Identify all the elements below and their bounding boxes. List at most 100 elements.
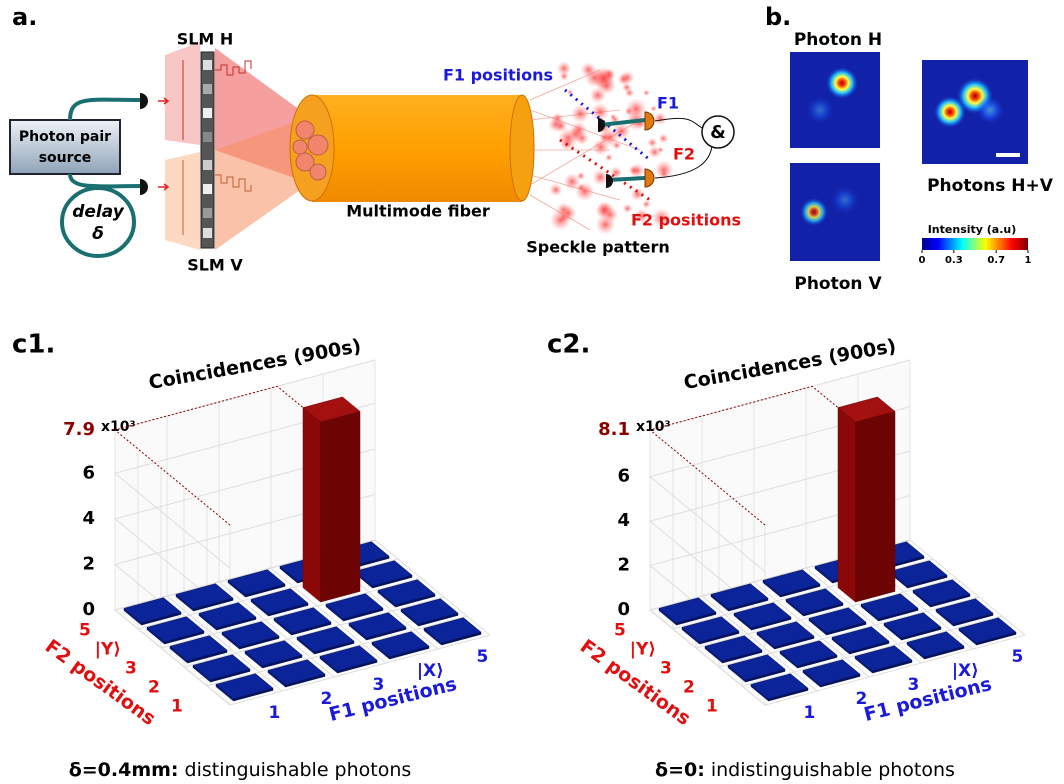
bar-top bbox=[889, 560, 948, 587]
speckle-grain bbox=[563, 173, 581, 191]
floor-grid bbox=[764, 634, 1026, 706]
detector-f1 bbox=[644, 111, 655, 131]
source-label: source bbox=[39, 150, 92, 166]
speckle-grain bbox=[559, 205, 577, 222]
z-max-label: 8.1 bbox=[598, 419, 630, 440]
y-tick-label: 1 bbox=[706, 697, 718, 717]
speckle-grain bbox=[595, 214, 616, 235]
bar-top bbox=[354, 560, 413, 587]
y-tick-label: 3 bbox=[125, 659, 137, 679]
colorbar-tick-label: 0.7 bbox=[987, 255, 1005, 266]
bar-top bbox=[733, 602, 792, 629]
z-max-label: 7.9 bbox=[63, 419, 95, 440]
bar-top bbox=[175, 583, 234, 610]
bar-top bbox=[785, 588, 844, 615]
detector bbox=[606, 174, 613, 188]
floor-grid bbox=[753, 581, 870, 678]
speckle-grain bbox=[571, 104, 590, 124]
colorbar-title: Intensity (a.u) bbox=[928, 223, 1017, 236]
f2-positions-label: F2 positions bbox=[631, 211, 741, 230]
grid-line bbox=[113, 402, 376, 569]
bar-top bbox=[302, 396, 361, 423]
floor-grid bbox=[718, 596, 980, 668]
speckle-grain bbox=[589, 87, 607, 104]
bar-top bbox=[348, 612, 407, 639]
bar-top bbox=[423, 617, 482, 644]
bar-top bbox=[958, 617, 1017, 644]
x-tick-label: 3 bbox=[372, 675, 384, 695]
y-tick-label: 5 bbox=[614, 621, 626, 641]
x-tick-label: 1 bbox=[268, 703, 280, 723]
x-tick-label: 5 bbox=[476, 647, 488, 667]
speckle-grain bbox=[642, 199, 651, 209]
bar-side bbox=[302, 407, 321, 603]
fiber-label: Multimode fiber bbox=[346, 202, 490, 221]
bar-top bbox=[215, 673, 274, 700]
speckle-grain bbox=[630, 187, 645, 202]
bar-top bbox=[779, 640, 838, 667]
grid-line bbox=[113, 448, 376, 615]
speckle-grain bbox=[570, 121, 588, 139]
bar-top bbox=[860, 593, 919, 620]
caption: δ=0: indistinguishable photons bbox=[655, 759, 955, 781]
detector bbox=[598, 118, 605, 132]
multiplier: x10³ bbox=[101, 419, 136, 435]
bar-top bbox=[727, 654, 786, 681]
fiber-link bbox=[68, 173, 141, 189]
fiber-body bbox=[312, 95, 522, 202]
f2-label: F2 bbox=[673, 145, 695, 164]
image-label: Photon H bbox=[794, 30, 882, 50]
bar-top bbox=[296, 626, 355, 653]
bar-front bbox=[320, 411, 361, 603]
colorbar bbox=[922, 238, 1028, 250]
bar-top bbox=[906, 631, 965, 658]
x-tick-label: |X⟩ bbox=[952, 661, 979, 681]
speckle-grain bbox=[657, 146, 664, 154]
arrow bbox=[158, 97, 170, 105]
colorbar-tick-label: 1 bbox=[1025, 255, 1032, 266]
slm-strip bbox=[200, 51, 215, 249]
bar-top bbox=[371, 631, 430, 658]
bar-top bbox=[935, 598, 994, 625]
phase-v bbox=[215, 174, 252, 192]
bar-top bbox=[681, 616, 740, 643]
floor-grid bbox=[160, 577, 422, 649]
bar-top bbox=[123, 597, 182, 624]
image-photons-hv bbox=[922, 60, 1028, 164]
speckle-grain bbox=[628, 165, 640, 176]
bar-top bbox=[883, 612, 942, 639]
speckle-grain bbox=[580, 62, 597, 78]
bar-top bbox=[273, 607, 332, 634]
arrow bbox=[158, 183, 170, 191]
speckle-grain bbox=[651, 208, 672, 228]
leader-line bbox=[648, 385, 839, 526]
bar-top bbox=[169, 635, 228, 662]
z-tick-label: 2 bbox=[82, 553, 95, 574]
f1-positions-label: F1 positions bbox=[443, 66, 553, 85]
speckle-grain bbox=[595, 201, 613, 220]
bar-top bbox=[762, 569, 821, 596]
delta-label: δ bbox=[92, 224, 104, 244]
y-tick-label: 2 bbox=[683, 678, 695, 698]
bar-top bbox=[837, 396, 896, 423]
floor-grid bbox=[695, 577, 957, 649]
leader-line bbox=[113, 385, 304, 526]
bar-side bbox=[837, 407, 856, 603]
floor-grid bbox=[270, 567, 387, 664]
bar-top bbox=[244, 640, 303, 667]
x-tick-label: 2 bbox=[855, 689, 867, 709]
bar-top bbox=[319, 645, 378, 672]
z-tick-label: 0 bbox=[617, 599, 630, 620]
grid-line bbox=[648, 450, 911, 617]
bar-top bbox=[267, 659, 326, 686]
x-tick-label: 2 bbox=[320, 689, 332, 709]
bar-top bbox=[710, 583, 769, 610]
panel-label: c1. bbox=[12, 330, 55, 360]
bar-top bbox=[198, 602, 257, 629]
z-tick-label: 4 bbox=[617, 510, 630, 531]
f1-path bbox=[564, 88, 651, 162]
speckle-grain bbox=[658, 133, 669, 144]
z-tick-label: 2 bbox=[617, 555, 630, 576]
bar-top bbox=[756, 621, 815, 648]
